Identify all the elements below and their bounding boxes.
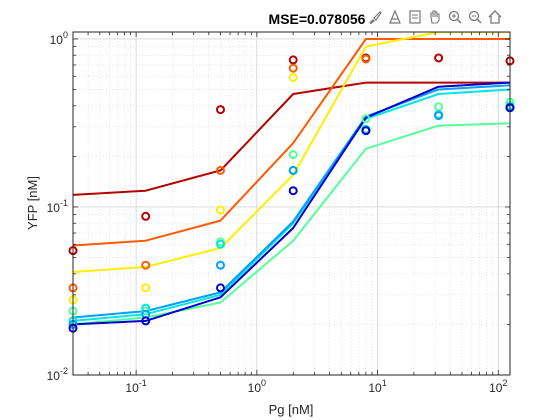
- y-axis-label: YFP [nM]: [25, 176, 40, 230]
- data-point: [361, 126, 371, 136]
- series-line-2: [73, 38, 510, 247]
- data-point: [434, 111, 444, 121]
- data-point: [288, 73, 298, 82]
- axes-toolbar: [366, 8, 504, 28]
- data-point: [434, 53, 444, 63]
- data-point: [288, 165, 298, 175]
- tick-marks: [72, 32, 510, 376]
- data-point: [361, 54, 371, 64]
- data-point: [288, 63, 298, 73]
- restore-view-icon[interactable]: [406, 8, 424, 26]
- data-point: [216, 239, 225, 249]
- data-point: [216, 105, 225, 115]
- series-line-3: [73, 32, 510, 273]
- data-point: [141, 306, 151, 316]
- home-icon[interactable]: [486, 8, 504, 26]
- data-point: [288, 55, 298, 65]
- brush-icon[interactable]: [366, 8, 384, 26]
- x-tick-label: 101: [368, 378, 386, 395]
- x-axis-label: Pg [nM]: [269, 402, 314, 417]
- pan-icon[interactable]: [426, 8, 444, 26]
- zoom-out-icon[interactable]: [466, 8, 484, 26]
- x-tick-label: 102: [489, 378, 507, 395]
- data-point: [216, 165, 225, 175]
- data-point: [141, 316, 151, 326]
- series-line-1: [73, 81, 510, 196]
- data-point: [216, 205, 225, 215]
- data-tips-icon[interactable]: [386, 8, 404, 26]
- data-point: [216, 283, 225, 293]
- data-point: [141, 211, 151, 221]
- plot-axes[interactable]: 10-1 100 101 102 10-2 10-1 100: [47, 30, 515, 395]
- data-point: [141, 260, 151, 270]
- data-point: [288, 150, 298, 160]
- data-point: [141, 283, 151, 293]
- series-line-7: [73, 81, 510, 326]
- y-tick-label: 100: [50, 30, 68, 47]
- data-point: [216, 260, 225, 270]
- data-point: [288, 186, 298, 196]
- zoom-in-icon[interactable]: [446, 8, 464, 26]
- x-tick-label: 100: [248, 378, 266, 395]
- data-point: [361, 114, 371, 124]
- y-tick-label: 10-1: [47, 198, 68, 215]
- x-tick-label: 10-1: [125, 378, 146, 395]
- y-tick-label: 10-2: [47, 366, 68, 383]
- axes-box: [72, 31, 511, 376]
- chart-title: MSE=0.078056: [269, 11, 366, 27]
